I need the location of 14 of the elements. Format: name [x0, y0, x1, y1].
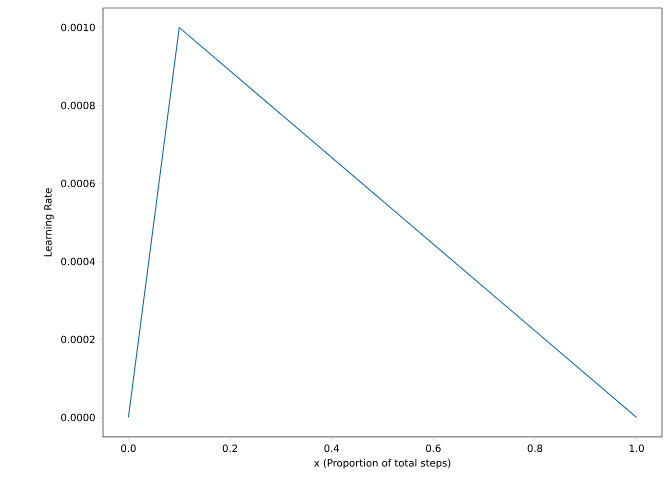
y-tick-label: 0.0000 [61, 414, 95, 422]
x-tick-label: 0.6 [426, 444, 441, 452]
y-axis-title: Learning Rate [44, 188, 54, 256]
x-tick-label: 0.8 [528, 444, 542, 452]
y-tick-label: 0.0004 [61, 258, 95, 266]
x-axis-title: x (Proportion of total steps) [314, 458, 450, 469]
y-tick-label: 0.0010 [61, 24, 95, 32]
y-tick-label: 0.0002 [61, 336, 94, 344]
y-tick-label: 0.0006 [61, 180, 95, 188]
y-tick-label: 0.0008 [61, 102, 95, 110]
x-tick-label: 0.0 [121, 444, 136, 452]
x-tick-label: 0.2 [222, 444, 237, 452]
x-tick-label: 1.0 [630, 444, 644, 452]
x-tick-label: 0.4 [324, 444, 340, 452]
